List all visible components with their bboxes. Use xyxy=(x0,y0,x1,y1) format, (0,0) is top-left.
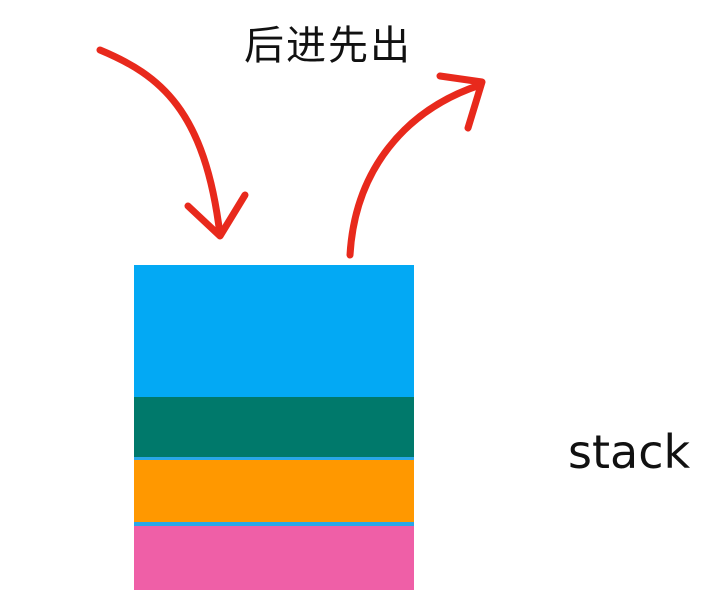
stack-layer-top xyxy=(134,265,414,397)
pop-arrow-icon xyxy=(346,72,486,259)
push-arrow-icon xyxy=(96,46,249,240)
stack-separator xyxy=(134,457,414,460)
caption-lifo: 后进先出 xyxy=(244,23,412,69)
stack-layer-3 xyxy=(134,460,414,522)
stack-layer-2 xyxy=(134,397,414,457)
stack-layer-bottom xyxy=(134,526,414,590)
stack-label: stack xyxy=(568,425,691,479)
stack-diagram xyxy=(134,265,414,590)
stack-separator xyxy=(134,522,414,526)
